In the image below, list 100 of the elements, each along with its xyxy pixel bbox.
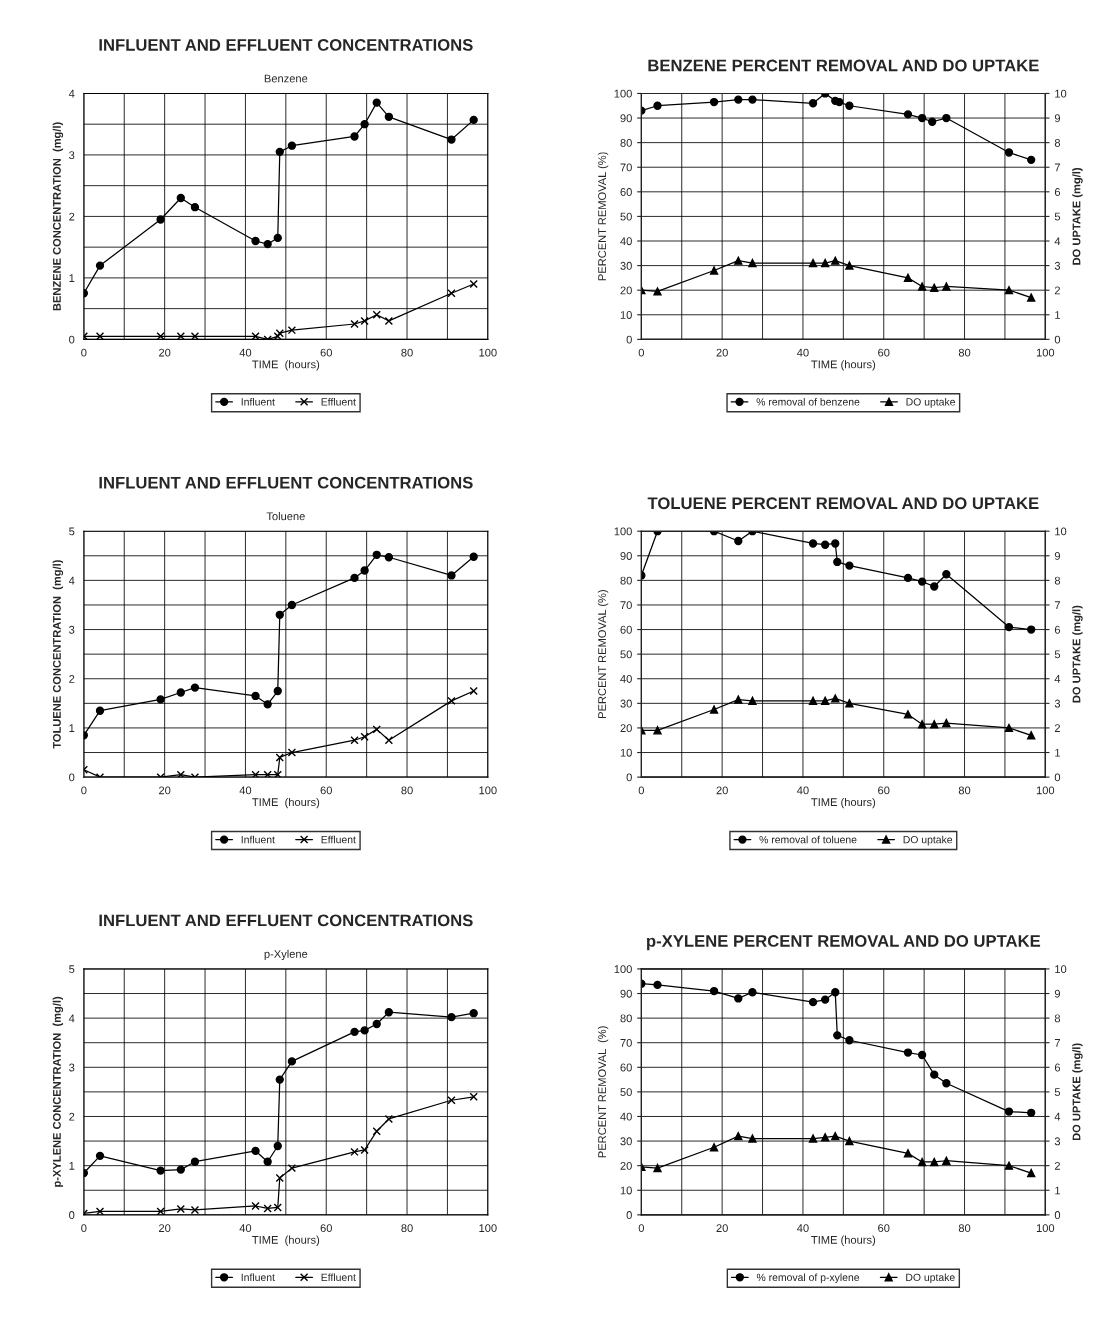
x-tick-label: 80 [401,348,413,357]
point [360,566,369,575]
point [469,279,478,289]
y-tick-label: 3 [69,625,75,634]
x-tick-label: 60 [878,1224,890,1233]
y2-tick-label: 8 [1054,1014,1061,1023]
point [372,550,381,559]
point [263,239,272,249]
point [447,571,456,580]
point [1027,1108,1036,1117]
legend-label: % removal of toluene [759,835,857,844]
point [95,261,105,270]
point [1004,286,1014,295]
chart-title: INFLUENT AND EFFLUENT CONCENTRATIONS [99,476,473,489]
y2-tick-label: 7 [1054,601,1060,609]
point [447,1096,456,1105]
point [1004,622,1014,632]
x-tick-label: 0 [81,1224,87,1233]
point [903,1149,913,1158]
y-tick-label: 70 [620,1038,632,1047]
legend-label: % removal of p-xylene [756,1273,860,1284]
y-axis-title: PERCENT REMOVAL (%) [597,590,609,718]
point [808,99,818,108]
y-tick-label: 3 [69,1063,75,1072]
point [350,736,359,745]
y-tick-label: 0 [626,1211,632,1219]
point [903,110,913,119]
point [372,725,381,734]
x-tick-label: 40 [797,786,809,795]
y-tick-label: 80 [620,138,632,147]
point [808,539,818,548]
y2-tick-label: 0 [1054,773,1061,782]
y2-tick-label: 8 [1054,138,1061,147]
point [176,193,185,203]
point [709,986,719,996]
x-tick-label: 20 [716,1224,728,1233]
point [942,718,951,728]
x-tick-label: 80 [958,348,971,357]
point [734,256,743,265]
point [273,686,282,696]
y-tick-label: 40 [620,675,632,683]
point [156,1166,165,1175]
point [95,332,105,340]
y-tick-label: 70 [620,163,632,172]
x-tick-label: 40 [797,1224,809,1233]
point [251,691,260,701]
x-axis-title: TIME (hours) [811,797,876,809]
y2-tick-label: 5 [1054,212,1061,221]
y2-tick-label: 10 [1055,965,1067,974]
y-tick-label: 30 [620,261,632,270]
y-tick-label: 2 [69,212,75,221]
point [287,141,297,150]
point [447,289,456,298]
point [273,233,282,243]
point [653,287,662,296]
point [1027,293,1036,302]
x-tick-label: 0 [638,1224,644,1233]
point [447,696,456,706]
point [275,147,284,157]
point [95,1151,105,1160]
point [942,1156,951,1165]
y-tick-label: 10 [620,311,632,319]
y-tick-label: 50 [620,1088,632,1097]
point [263,700,272,709]
y2-tick-label: 3 [1054,699,1061,708]
y-axis-title: p-XYLENE CONCENTRATION (mg/l) [52,996,64,1187]
x-tick-label: 40 [239,786,252,795]
x-tick-label: 100 [479,786,497,795]
y2-tick-label: 7 [1054,1039,1060,1047]
y2-tick-label: 7 [1054,163,1060,172]
point [190,1157,200,1166]
x-tick-label: 80 [958,786,971,795]
y-tick-label: 4 [68,576,75,585]
point [447,1012,456,1022]
point [820,1133,830,1142]
x-tick-label: 40 [797,348,809,357]
x-tick-label: 60 [878,786,890,795]
y-axis-title: PERCENT REMOVAL (%) [597,152,609,281]
point [808,997,818,1007]
point [273,332,282,340]
y-tick-label: 1 [69,1162,75,1170]
point [748,95,757,104]
y-tick-label: 0 [69,773,75,782]
point [653,101,662,110]
point [917,577,927,586]
point [903,273,913,283]
x-tick-label: 40 [239,1224,252,1233]
point [833,557,842,567]
y-tick-label: 90 [620,989,632,998]
y-tick-label: 50 [620,212,632,221]
point [917,282,927,291]
point [653,726,662,735]
x-tick-label: 60 [320,348,332,357]
x-axis-title: TIME (hours) [252,797,320,809]
point [350,1147,359,1157]
y-tick-label: 2 [69,675,75,683]
y-tick-label: 5 [69,965,75,974]
point [447,135,456,144]
point [287,600,297,610]
y2-axis-title: DO UPTAKE (mg/l) [1072,167,1083,265]
